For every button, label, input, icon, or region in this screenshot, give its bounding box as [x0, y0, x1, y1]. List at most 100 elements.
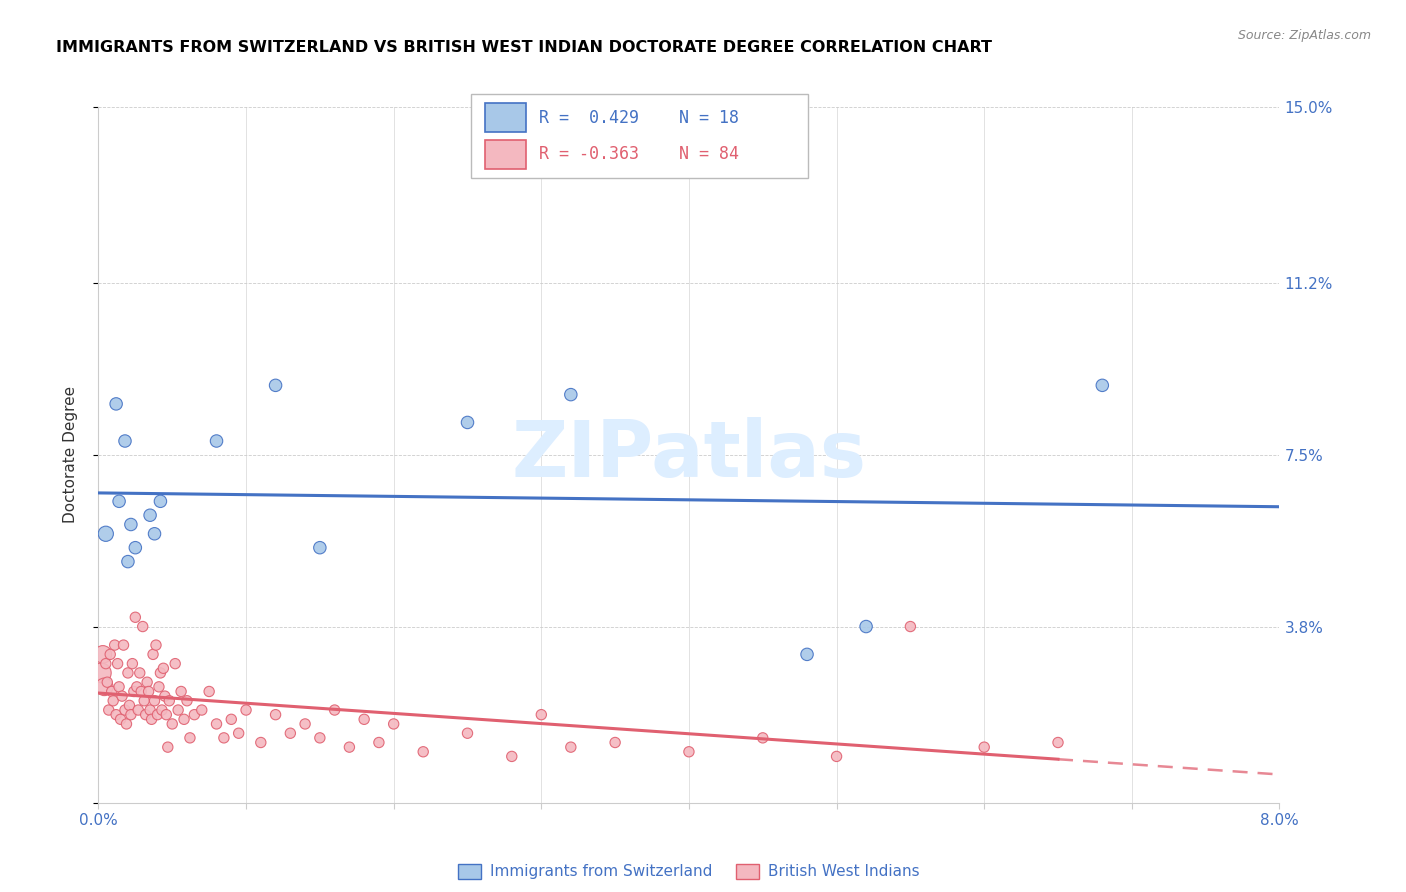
Point — [117, 555, 139, 569]
Y-axis label: Doctorate Degree: Doctorate Degree — [63, 386, 77, 524]
Point — [124, 541, 146, 555]
Point — [382, 717, 405, 731]
Point — [114, 703, 136, 717]
Point — [796, 648, 818, 662]
Point — [93, 680, 115, 694]
Point — [127, 703, 149, 717]
Point — [751, 731, 773, 745]
Point — [157, 694, 180, 708]
Text: Source: ZipAtlas.com: Source: ZipAtlas.com — [1237, 29, 1371, 42]
Point — [412, 745, 434, 759]
Point — [110, 712, 132, 726]
Point — [117, 665, 139, 680]
Point — [337, 740, 360, 755]
Point — [173, 712, 195, 726]
Point — [212, 731, 235, 745]
Point — [115, 717, 138, 731]
Point — [111, 689, 134, 703]
Point — [250, 735, 273, 749]
Point — [308, 731, 332, 745]
Point — [121, 657, 143, 671]
Point — [90, 665, 112, 680]
Point — [900, 619, 922, 633]
Point — [148, 680, 170, 694]
Point — [1091, 378, 1114, 392]
Point — [205, 717, 228, 731]
Point — [560, 740, 582, 755]
Point — [129, 684, 152, 698]
Point — [367, 735, 389, 749]
Point — [143, 526, 166, 541]
Point — [149, 494, 172, 508]
Legend: Immigrants from Switzerland, British West Indians: Immigrants from Switzerland, British Wes… — [453, 857, 925, 886]
Point — [143, 694, 166, 708]
Point — [156, 740, 179, 755]
Point — [98, 648, 121, 662]
Point — [145, 638, 167, 652]
Point — [136, 675, 159, 690]
Point — [146, 707, 169, 722]
Text: R = -0.363    N = 84: R = -0.363 N = 84 — [538, 145, 740, 163]
Point — [294, 717, 316, 731]
Point — [118, 698, 141, 713]
Point — [139, 703, 162, 717]
Text: IMMIGRANTS FROM SWITZERLAND VS BRITISH WEST INDIAN DOCTORATE DEGREE CORRELATION : IMMIGRANTS FROM SWITZERLAND VS BRITISH W… — [56, 40, 993, 55]
Point — [191, 703, 214, 717]
Point — [456, 416, 478, 430]
Point — [125, 680, 148, 694]
Point — [108, 680, 131, 694]
Text: ZIPatlas: ZIPatlas — [512, 417, 866, 493]
Point — [165, 657, 187, 671]
Point — [228, 726, 250, 740]
Point — [107, 657, 129, 671]
Point — [205, 434, 228, 448]
Point — [97, 703, 120, 717]
Point — [162, 717, 183, 731]
Point — [167, 703, 190, 717]
Point — [855, 619, 877, 633]
Point — [264, 378, 287, 392]
Point — [323, 703, 346, 717]
Point — [103, 694, 125, 708]
Point — [278, 726, 302, 740]
Point — [973, 740, 995, 755]
Point — [1046, 735, 1069, 749]
Point — [198, 684, 221, 698]
Point — [141, 712, 163, 726]
Point — [456, 726, 478, 740]
Point — [501, 749, 523, 764]
Point — [155, 707, 177, 722]
Point — [112, 638, 135, 652]
Text: R =  0.429    N = 18: R = 0.429 N = 18 — [538, 109, 740, 127]
Point — [105, 397, 128, 411]
Point — [134, 694, 156, 708]
Point — [114, 434, 136, 448]
Point — [124, 610, 146, 624]
Point — [235, 703, 257, 717]
Point — [135, 707, 157, 722]
Point — [153, 689, 176, 703]
Point — [530, 707, 553, 722]
Point — [138, 684, 160, 698]
FancyBboxPatch shape — [485, 103, 526, 132]
Point — [94, 526, 117, 541]
Point — [152, 661, 174, 675]
Point — [94, 657, 117, 671]
Point — [100, 684, 122, 698]
Point — [108, 494, 131, 508]
Point — [120, 707, 142, 722]
Point — [560, 387, 582, 401]
Point — [105, 707, 128, 722]
Point — [179, 731, 201, 745]
Point — [264, 707, 287, 722]
Point — [139, 508, 162, 523]
Point — [91, 648, 114, 662]
Point — [132, 619, 155, 633]
Point — [219, 712, 242, 726]
Point — [128, 665, 150, 680]
Point — [353, 712, 375, 726]
Point — [308, 541, 332, 555]
Point — [183, 707, 205, 722]
Point — [678, 745, 700, 759]
Point — [150, 703, 173, 717]
